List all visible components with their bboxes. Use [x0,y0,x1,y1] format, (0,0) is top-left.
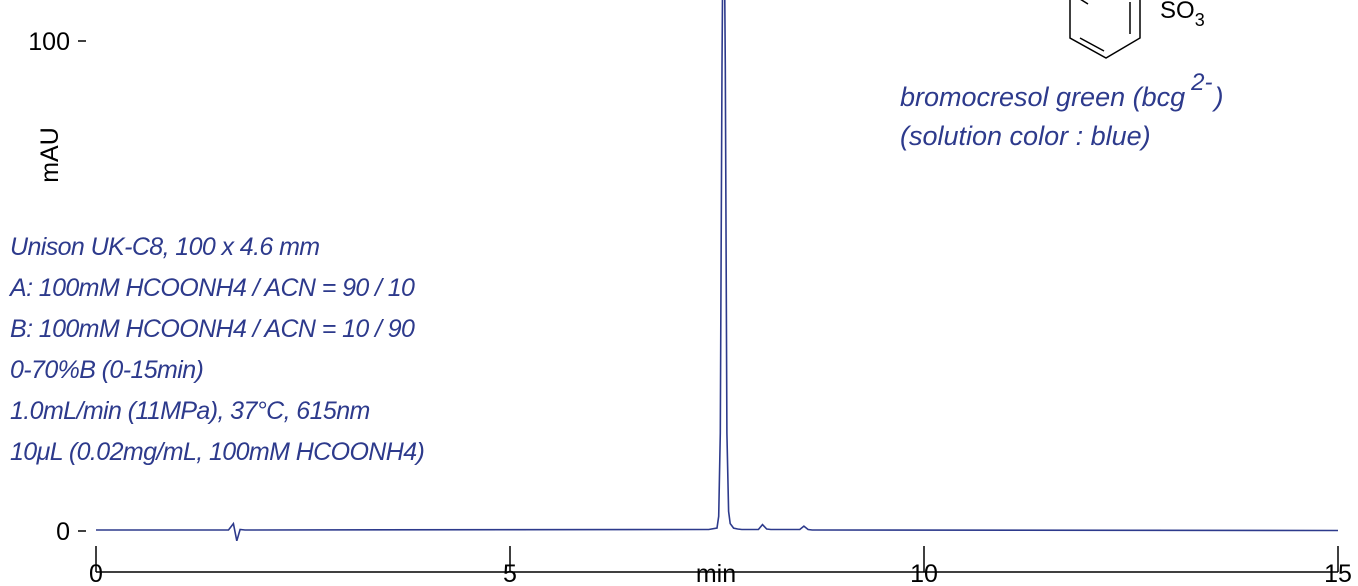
compound-name-label: bromocresol green (bcg 2-) [900,69,1223,112]
x-tick: 5 [503,546,517,586]
y-tick-label: 0 [56,518,70,546]
benzene-ring [1069,0,1141,59]
x-axis-ticks: 0 5 10 15 [89,546,1352,586]
condition-column: Unison UK-C8, 100 x 4.6 mm [10,233,320,261]
sulfonate-label-text: SO [1160,0,1195,24]
y-axis-ticks: 0 100 [28,28,86,546]
condition-gradient: 0-70%B (0-15min) [10,356,203,384]
chemical-structure: SO3 [1069,0,1205,59]
x-tick-label: 0 [89,560,103,586]
condition-mobile-phase-b: B: 100mM HCOONH4 / ACN = 10 / 90 [10,315,415,343]
x-tick: 0 [89,546,103,586]
compound-name-close: ) [1211,82,1223,112]
chromatogram-trace [96,0,1339,542]
x-axis-title: min [696,560,736,586]
y-tick: 0 [56,518,86,546]
x-axis: 0 5 10 15 min [89,546,1352,586]
x-tick: 15 [1324,546,1352,586]
y-tick: 100 [28,28,86,56]
y-tick-label: 100 [28,28,70,56]
benzene-bond-top-left [1080,0,1089,5]
compound-annotation: bromocresol green (bcg 2-) (solution colo… [900,69,1223,151]
y-axis: 0 100 mAU [28,28,86,546]
x-tick-label: 10 [910,560,938,586]
y-axis-title: mAU [36,127,64,183]
x-tick: 10 [910,546,938,586]
solution-color-label: (solution color : blue) [900,121,1151,151]
benzene-double-bond-bottom [1079,37,1105,52]
condition-flow-temp-wavelength: 1.0mL/min (11MPa), 37°C, 615nm [10,397,370,425]
conditions-annotation: Unison UK-C8, 100 x 4.6 mm A: 100mM HCOO… [8,233,425,466]
compound-charge: 2- [1190,69,1212,96]
sulfonate-subscript: 3 [1195,10,1205,30]
compound-name: bromocresol green (bcg [900,82,1185,112]
x-tick-label: 5 [503,560,517,586]
condition-mobile-phase-a: A: 100mM HCOONH4 / ACN = 90 / 10 [8,274,415,302]
condition-injection: 10μL (0.02mg/mL, 100mM HCOONH4) [10,438,424,466]
sulfonate-label: SO3 [1160,0,1205,30]
x-tick-label: 15 [1324,560,1352,586]
